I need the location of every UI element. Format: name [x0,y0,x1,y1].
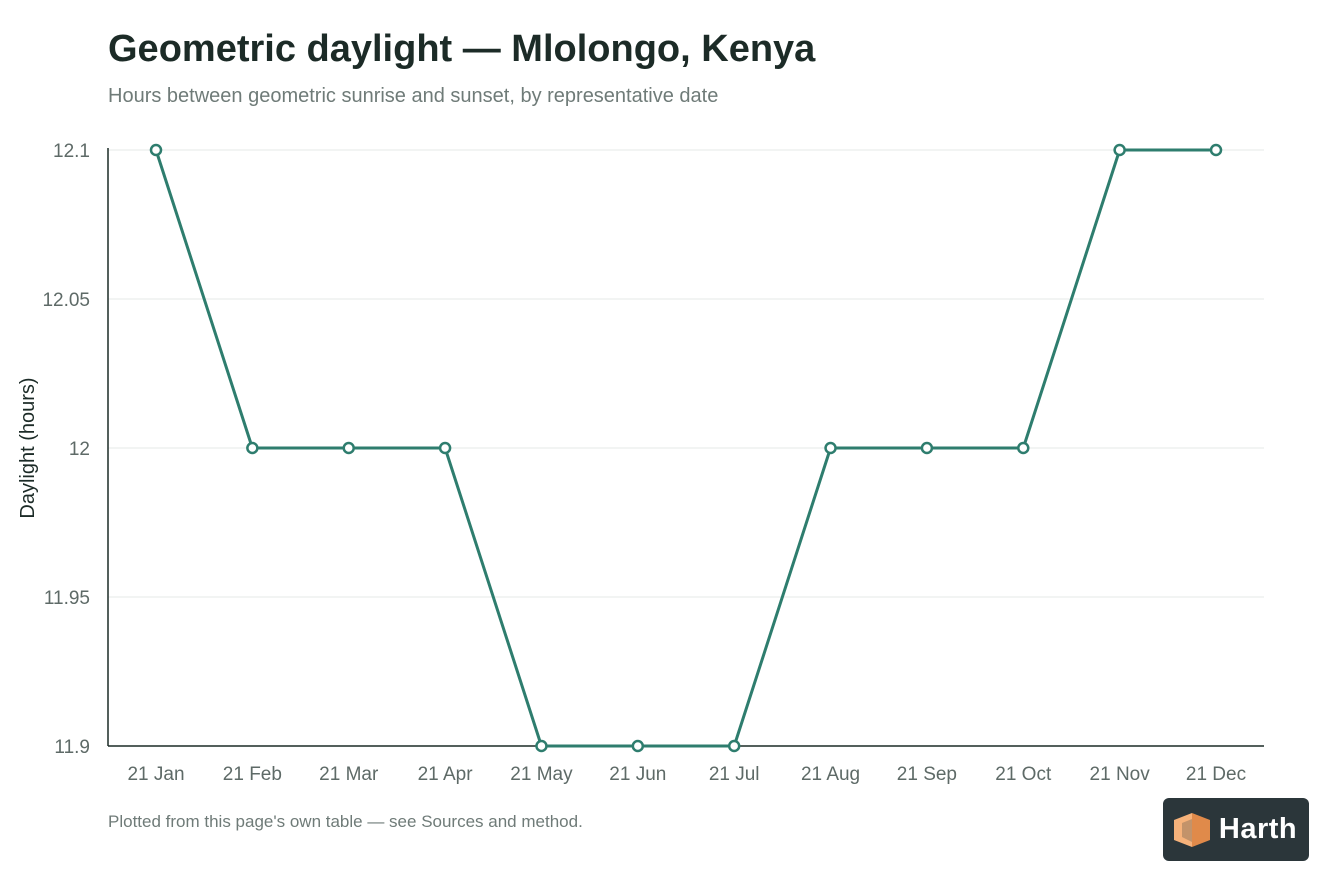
x-tick-label: 21 Dec [1186,764,1246,785]
y-tick-label: 11.95 [44,588,90,609]
series-line [154,148,1216,748]
data-point [438,441,452,455]
daylight-series [149,143,1223,753]
harth-logo: Harth [1163,798,1309,861]
x-tick-label: 21 Jul [709,764,760,785]
data-point [342,441,355,455]
chart-title: Geometric daylight — Mlolongo, Kenya [108,28,816,70]
data-point [727,739,741,753]
y-tick-label: 12.1 [53,141,90,162]
x-tick-label: 21 Nov [1090,764,1151,785]
x-axis-ticks: 21 Jan 21 Feb 21 Mar 21 Apr 21 May 21 Jun 21 J… [127,764,1246,785]
data-point [1017,441,1030,455]
data-point [1113,143,1126,157]
chart-subtitle: Hours between geometric sunrise and suns… [108,85,719,107]
source-footnote: Plotted from this page's own table — see… [108,812,583,831]
x-tick-label: 21 May [510,764,573,785]
cube-icon [1173,812,1210,847]
x-tick-label: 21 Mar [319,764,379,785]
data-point [824,441,837,455]
x-tick-label: 21 Aug [801,764,860,785]
x-tick-label: 21 Jan [127,764,184,785]
y-axis-title: Daylight (hours) [17,377,39,518]
y-tick-label: 11.9 [54,737,90,758]
x-tick-label: 21 Apr [418,764,474,785]
gridlines [108,149,1264,598]
data-point [631,739,645,753]
data-point [1209,143,1223,157]
data-point [535,739,548,753]
y-axis-ticks: 11.9 11.95 12 12.05 12.1 [42,141,90,758]
x-tick-label: 21 Jun [609,764,666,785]
data-point [920,441,934,455]
data-point [149,143,163,157]
y-tick-label: 12 [69,439,90,460]
x-tick-label: 21 Feb [223,764,282,785]
logo-text: Harth [1218,813,1298,845]
data-point [246,441,259,455]
x-tick-label: 21 Oct [995,764,1052,785]
y-tick-label: 12.05 [42,290,90,311]
x-tick-label: 21 Sep [897,764,957,785]
